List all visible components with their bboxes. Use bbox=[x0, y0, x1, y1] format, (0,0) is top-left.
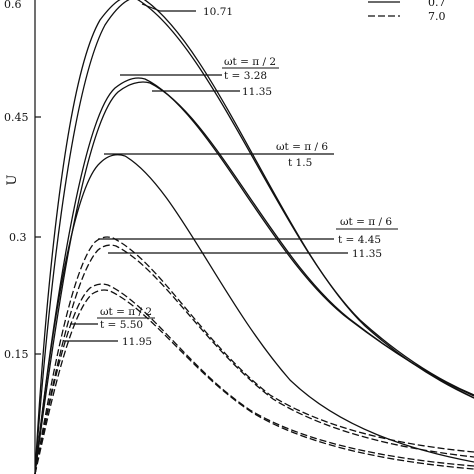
annotations: 10.71 ωt = π / 2 t = 3.28 11.35 ωt = π /… bbox=[64, 3, 398, 348]
annotation-11.35-a: 11.35 bbox=[242, 86, 272, 98]
y-axis-label: U bbox=[5, 174, 20, 185]
annotation-11.35-b: 11.35 bbox=[352, 248, 382, 260]
series-solid-5 bbox=[34, 154, 474, 474]
series-solid-2 bbox=[34, 0, 474, 474]
series-solid-3 bbox=[34, 77, 474, 474]
annotation-wt-pi6-a: ωt = π / 6 bbox=[276, 141, 328, 153]
series-dashed-4 bbox=[34, 289, 474, 474]
series-solid-1 bbox=[34, 0, 474, 474]
annotation-t-1.5: t 1.5 bbox=[288, 157, 312, 169]
y-tick-label-0.15: 0.15 bbox=[4, 348, 29, 361]
legend-label-solid: 0.7 bbox=[428, 0, 446, 9]
series-dashed-2 bbox=[34, 244, 474, 474]
y-tick-label-0.3: 0.3 bbox=[9, 231, 27, 244]
y-tick-label-0.6: 0.6 bbox=[4, 0, 22, 11]
annotation-11.95: 11.95 bbox=[122, 336, 152, 348]
series-solid-4 bbox=[34, 81, 474, 474]
leader-10.71 bbox=[141, 3, 161, 12]
series-dashed-3 bbox=[34, 283, 474, 474]
annotation-wt-pi6-b: ωt = π / 6 bbox=[340, 216, 392, 228]
annotation-10.71: 10.71 bbox=[203, 6, 233, 18]
annotation-wt-pi2-b: ωt = π / 2 bbox=[100, 306, 152, 318]
legend-label-dashed: 7.0 bbox=[428, 10, 446, 23]
y-tick-label-0.45: 0.45 bbox=[4, 111, 29, 124]
legend: 0.7 7.0 bbox=[368, 0, 446, 23]
series-dashed-1 bbox=[34, 236, 474, 474]
annotation-wt-pi2-a: ωt = π / 2 bbox=[224, 56, 276, 68]
annotation-t-4.45: t = 4.45 bbox=[338, 234, 381, 246]
annotation-t-3.28: t = 3.28 bbox=[224, 70, 267, 82]
curves bbox=[34, 0, 474, 474]
axes: 0.6 0.45 0.3 0.15 U bbox=[4, 0, 41, 474]
annotation-t-5.50: t = 5.50 bbox=[100, 319, 143, 331]
